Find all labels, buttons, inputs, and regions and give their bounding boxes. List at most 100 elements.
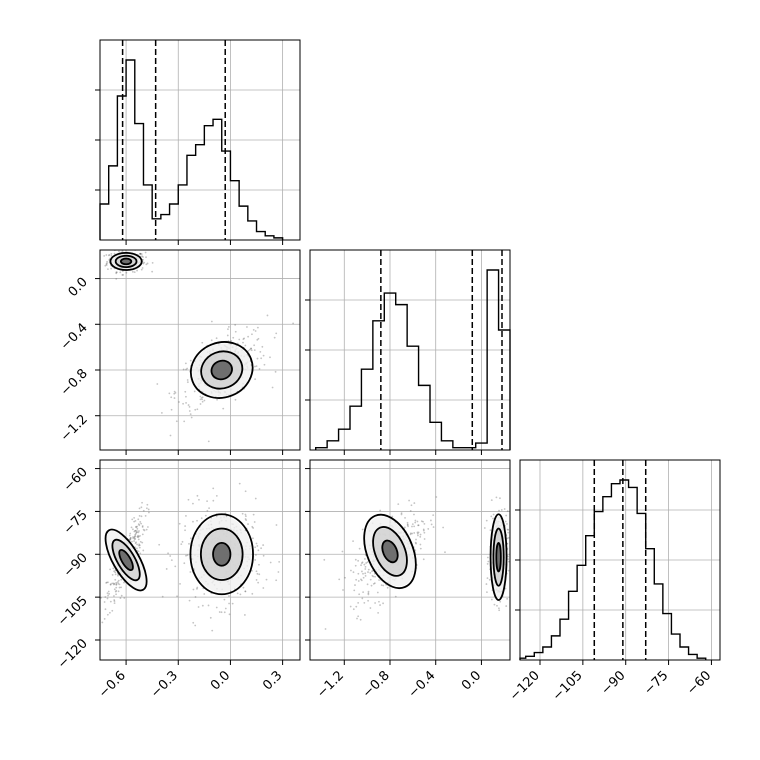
sample-point <box>255 542 258 545</box>
sample-point <box>256 357 259 360</box>
sample-point <box>411 523 414 526</box>
sample-point <box>179 582 181 585</box>
sample-point <box>105 582 108 584</box>
sample-point <box>247 335 250 338</box>
sample-point <box>254 559 257 561</box>
sample-point <box>136 269 138 272</box>
sample-point <box>247 349 250 352</box>
sample-point <box>323 558 326 561</box>
sample-point <box>137 534 139 537</box>
sample-point <box>145 256 147 259</box>
sample-point <box>361 561 364 564</box>
sample-point <box>242 341 244 344</box>
sample-point <box>143 529 146 532</box>
sample-point <box>212 487 215 490</box>
sample-point <box>106 262 108 265</box>
sample-point <box>141 255 143 258</box>
sample-point <box>261 345 264 348</box>
tick-label-x: 0.0 <box>459 668 484 693</box>
sample-point <box>113 252 116 255</box>
sample-point <box>370 584 373 587</box>
sample-point <box>186 367 189 370</box>
sample-point <box>362 576 365 579</box>
sample-point <box>362 591 365 594</box>
sample-point <box>133 540 136 542</box>
sample-point <box>184 390 187 393</box>
sample-point <box>207 604 210 607</box>
sample-point <box>273 336 276 339</box>
tick-label-x: 0.0 <box>208 668 233 693</box>
sample-point <box>201 396 204 399</box>
sample-point <box>230 339 233 342</box>
sample-point <box>199 395 202 398</box>
sample-point <box>419 547 422 550</box>
sample-point <box>252 513 255 516</box>
sample-point <box>142 528 145 531</box>
sample-point <box>107 590 110 593</box>
sample-point <box>189 537 192 540</box>
contour-line <box>111 538 141 582</box>
sample-point <box>369 578 372 581</box>
sample-point <box>173 392 176 395</box>
sample-point <box>135 526 138 529</box>
sample-point <box>192 520 194 523</box>
panel-frame <box>309 249 511 451</box>
sample-point <box>238 482 241 485</box>
contour-line <box>495 541 502 573</box>
sample-point <box>120 586 122 589</box>
sample-point <box>121 274 124 276</box>
sample-point <box>117 574 119 577</box>
sample-point <box>360 564 362 567</box>
sample-point <box>226 334 229 337</box>
sample-point <box>256 572 259 575</box>
sample-point <box>413 502 416 504</box>
sample-point <box>342 589 344 591</box>
sample-point <box>231 602 234 605</box>
sample-point <box>228 595 230 597</box>
sample-point <box>169 555 172 557</box>
sample-point <box>352 571 355 574</box>
sample-point <box>107 581 109 584</box>
sample-point <box>196 587 198 590</box>
sample-point <box>242 586 245 589</box>
density-level <box>121 258 132 265</box>
sample-point <box>106 260 108 263</box>
sample-point <box>499 497 501 500</box>
sample-point <box>105 263 108 266</box>
sample-point <box>359 618 362 621</box>
sample-point <box>260 357 263 360</box>
sample-point <box>133 530 136 533</box>
sample-point <box>170 559 173 562</box>
sample-point <box>115 583 118 585</box>
sample-point <box>115 271 118 274</box>
sample-point <box>135 525 137 528</box>
tick-label-y: −75 <box>61 508 91 538</box>
sample-point <box>133 520 136 523</box>
sample-point <box>243 614 246 616</box>
sample-point <box>138 515 141 517</box>
panel-frame <box>99 249 301 451</box>
contour-line <box>381 539 399 564</box>
sample-point <box>403 526 406 529</box>
sample-point <box>108 254 111 256</box>
sample-point <box>115 593 117 596</box>
sample-point <box>208 507 210 510</box>
sample-point <box>369 572 372 574</box>
sample-point <box>427 528 430 530</box>
sample-point <box>136 543 138 546</box>
sample-point <box>419 543 422 546</box>
sample-point <box>186 554 189 557</box>
sample-point <box>485 519 488 522</box>
sample-point <box>131 518 134 521</box>
sample-point <box>250 347 253 350</box>
sample-point <box>487 560 490 563</box>
sample-point <box>139 252 142 255</box>
sample-point <box>215 606 218 609</box>
sample-point <box>507 531 510 534</box>
sample-point <box>211 629 214 632</box>
sample-point <box>271 386 274 389</box>
sample-point <box>185 515 187 517</box>
sample-point <box>145 263 148 266</box>
sample-point <box>111 609 114 612</box>
panel-frame <box>99 39 301 241</box>
